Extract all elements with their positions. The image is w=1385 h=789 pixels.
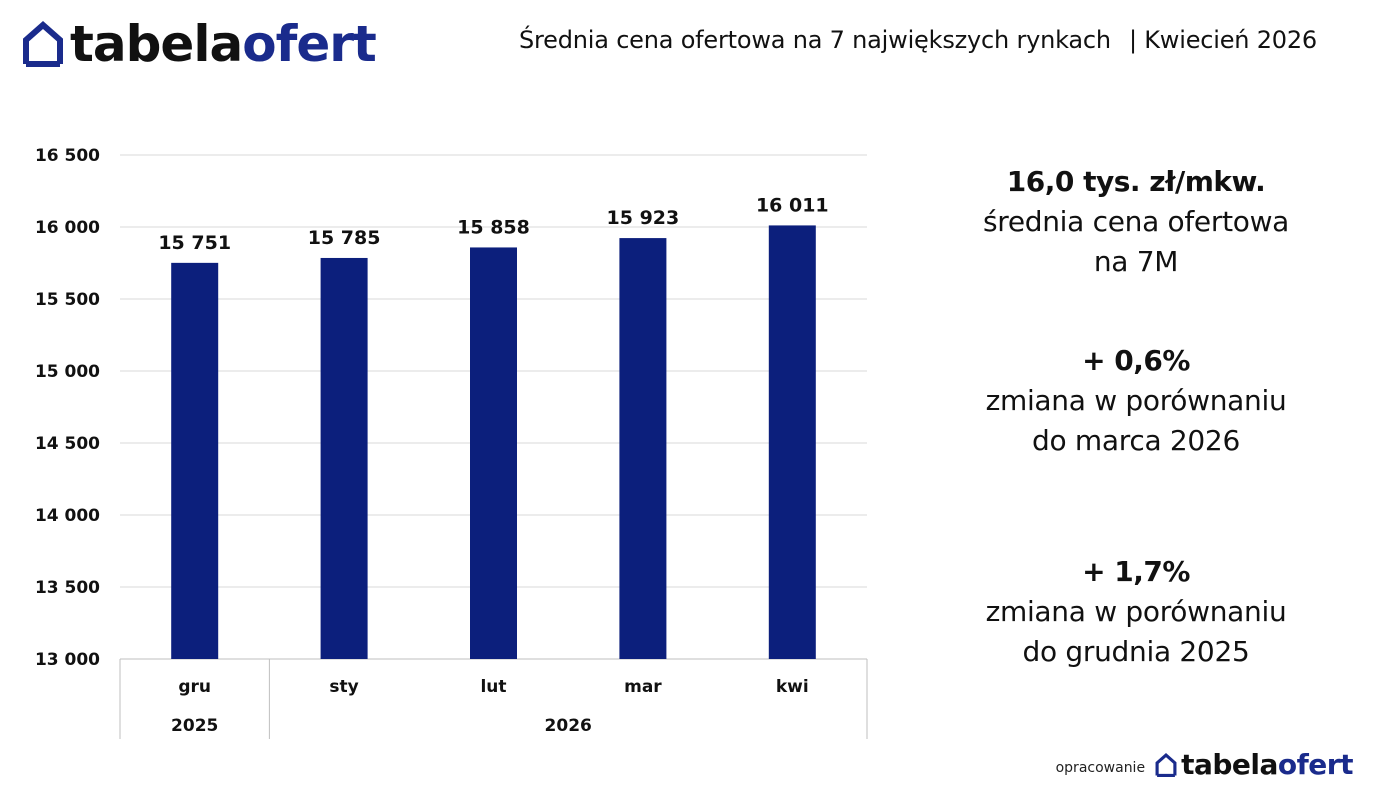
kpi-label-line2: do grudnia 2025: [1022, 635, 1250, 668]
y-tick-label: 15 500: [35, 290, 100, 310]
kpi-average-price: 16,0 tys. zł/mkw. średnia cena ofertowa …: [960, 162, 1312, 282]
footer-wordmark-part1: tabela: [1181, 748, 1278, 781]
x-tick-label: kwi: [776, 677, 809, 697]
footer-credit: opracowanie tabelaofert: [1055, 751, 1354, 779]
bar-chart: 13 000 13 500 14 000 14 500 15 000 15 500 16 0…: [35, 146, 868, 739]
page-title-text: Średnia cena ofertowa na 7 największych …: [519, 26, 1111, 54]
page-date: | Kwiecień 2026: [1128, 26, 1318, 54]
y-tick-label: 13 500: [35, 578, 100, 598]
y-tick-label: 16 500: [35, 146, 100, 166]
kpi-value: 16,0 tys. zł/mkw.: [1006, 165, 1266, 198]
kpi-label-line2: do marca 2026: [1032, 424, 1240, 457]
footer-wordmark: tabelaofert: [1181, 751, 1353, 779]
y-tick-label: 14 500: [35, 434, 100, 454]
y-tick-label: 16 000: [35, 218, 100, 238]
kpi-label-line1: zmiana w porównaniu: [985, 595, 1287, 628]
bar: [320, 257, 368, 659]
x-group-label: 2026: [545, 716, 592, 736]
data-label: 16 011: [756, 194, 829, 216]
kpi-label-line1: zmiana w porównaniu: [985, 384, 1287, 417]
credit-text: opracowanie: [1055, 760, 1146, 776]
data-label: 15 785: [308, 227, 381, 249]
bar: [470, 247, 517, 659]
brand-wordmark: tabelaofert: [70, 19, 377, 69]
brand-wordmark-part1: tabela: [70, 15, 243, 73]
x-tick-label: sty: [329, 677, 358, 697]
data-label: 15 858: [457, 216, 530, 238]
y-tick-label: 14 000: [35, 506, 100, 526]
brand-logo: tabelaofert: [22, 12, 377, 76]
footer-wordmark-part2: ofert: [1277, 748, 1354, 781]
kpi-value: + 0,6%: [1082, 344, 1190, 377]
kpi-change-vs-march: + 0,6% zmiana w porównaniu do marca 2026: [960, 341, 1312, 461]
x-tick-label: lut: [480, 677, 506, 697]
house-outline-icon: [1155, 752, 1177, 778]
house-outline-icon: [23, 20, 63, 67]
kpi-label-line2: na 7M: [1093, 245, 1179, 278]
bar: [619, 238, 667, 659]
y-tick-label: 13 000: [35, 650, 100, 670]
brand-wordmark-part2: ofert: [242, 15, 377, 73]
bar: [171, 262, 219, 659]
page-title: Średnia cena ofertowa na 7 największych …: [519, 26, 1317, 54]
kpi-label-line1: średnia cena ofertowa: [982, 205, 1290, 238]
y-tick-label: 15 000: [35, 362, 100, 382]
x-tick-label: gru: [178, 677, 211, 697]
x-group-label: 2025: [171, 716, 218, 736]
data-label: 15 751: [158, 232, 231, 254]
data-label: 15 923: [607, 207, 680, 229]
bar: [768, 225, 816, 659]
x-tick-label: mar: [624, 677, 662, 697]
kpi-change-vs-december: + 1,7% zmiana w porównaniu do grudnia 20…: [960, 552, 1312, 672]
kpi-value: + 1,7%: [1082, 555, 1190, 588]
